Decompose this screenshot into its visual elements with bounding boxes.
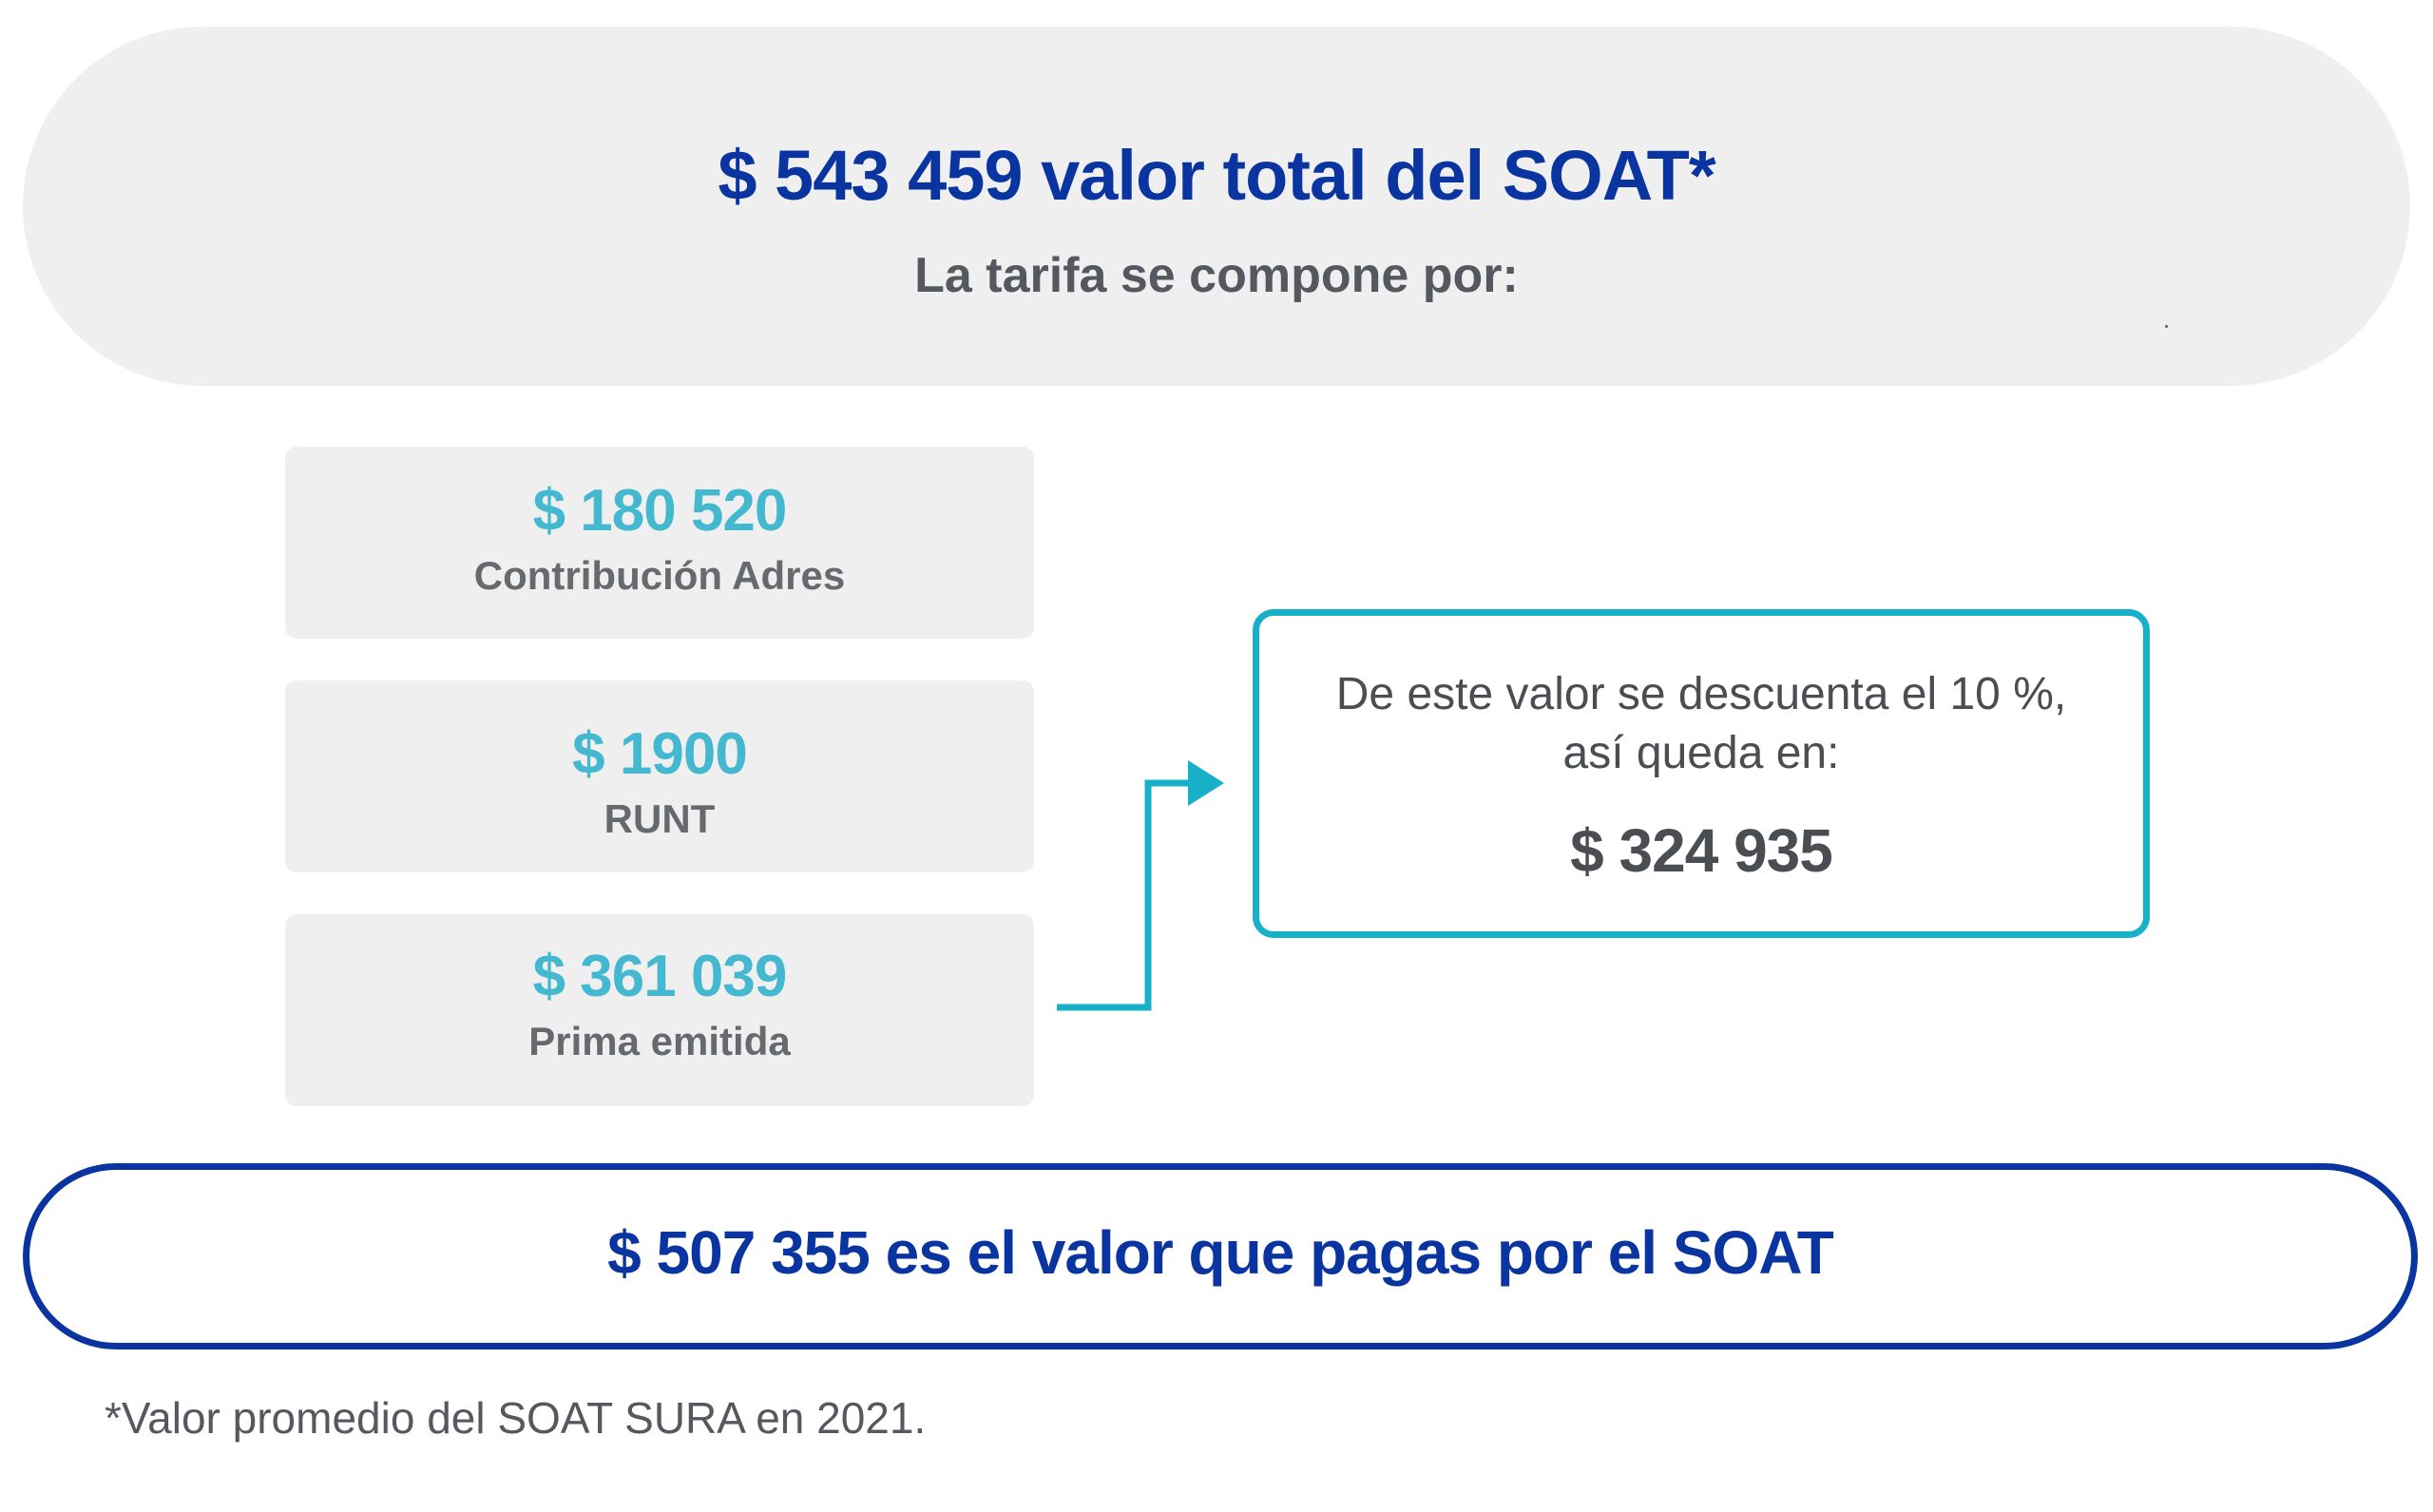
footnote: *Valor promedio del SOAT SURA en 2021. (105, 1393, 927, 1443)
component-label: RUNT (603, 796, 716, 841)
discount-description: De este valor se descuenta el 10 %, así … (1259, 665, 2143, 783)
component-label: Prima emitida (528, 1019, 791, 1063)
component-amount: $ 1900 (572, 721, 748, 787)
discount-line-2: así queda en: (1562, 728, 1840, 778)
discount-line-1: De este valor se descuenta el 10 %, (1335, 669, 2067, 719)
discount-box: De este valor se descuenta el 10 %, así … (1253, 609, 2150, 938)
payment-value-text: $ 507 355 es el valor que pagas por el S… (607, 1218, 1834, 1287)
flow-arrow-icon (1057, 760, 1224, 1011)
discounted-amount: $ 324 935 (1570, 816, 1833, 885)
decorative-dot (2165, 325, 2168, 328)
component-amount: $ 180 520 (532, 478, 788, 544)
component-box-adres: $ 180 520 Contribución Adres (285, 447, 1034, 639)
component-label: Contribución Adres (473, 553, 846, 598)
total-header-panel (23, 27, 2410, 386)
total-value-title: $ 543 459 valor total del SOAT* (718, 136, 1715, 215)
composition-subtitle: La tarifa se compone por: (914, 248, 1519, 303)
payment-pill: $ 507 355 es el valor que pagas por el S… (23, 1163, 2418, 1349)
component-box-runt: $ 1900 RUNT (285, 680, 1034, 872)
component-box-prima: $ 361 039 Prima emitida (285, 914, 1034, 1106)
component-amount: $ 361 039 (532, 944, 788, 1009)
